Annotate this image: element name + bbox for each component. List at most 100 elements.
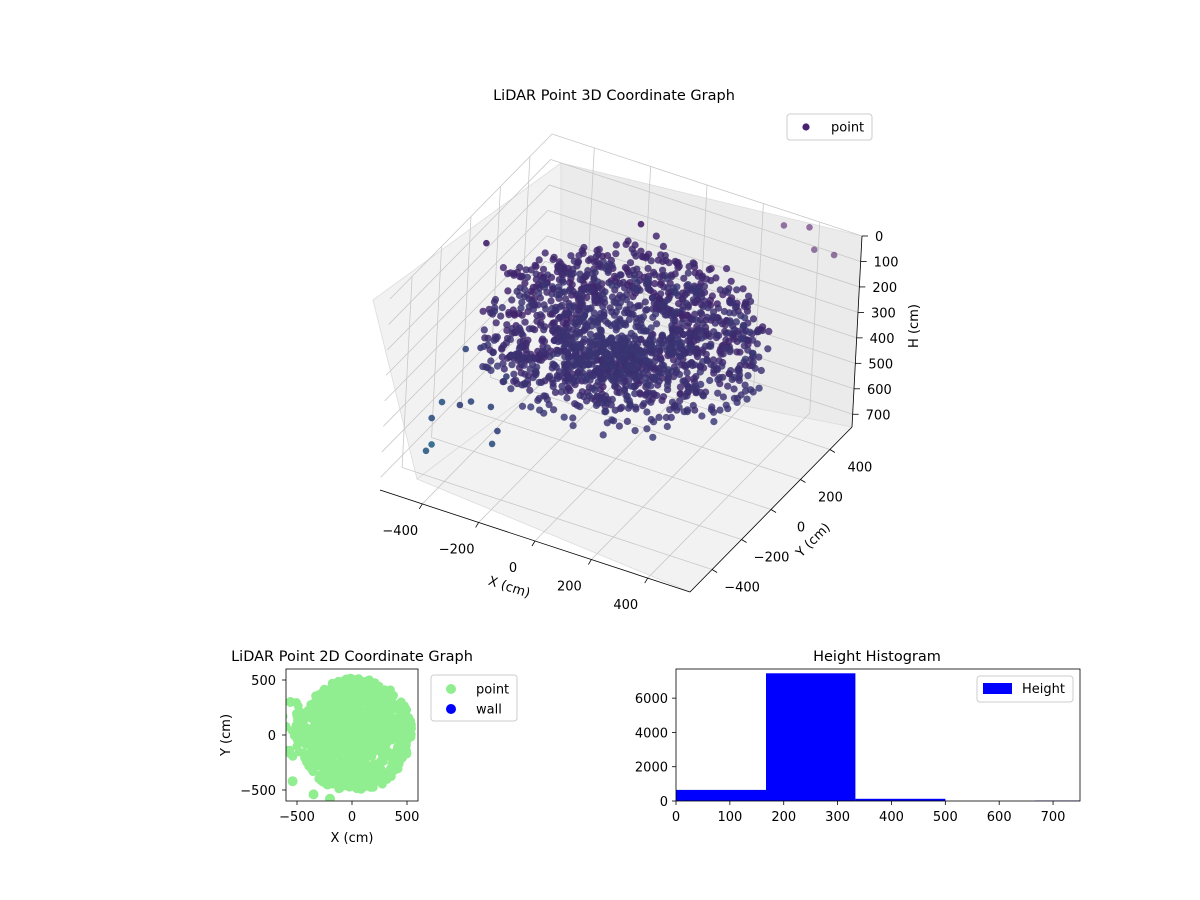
lidar-point-3d <box>658 369 666 377</box>
lidar-point-3d <box>659 393 668 401</box>
x-tick-label-histogram: 500 <box>933 810 958 825</box>
lidar-point-3d <box>741 355 750 363</box>
lidar-point-3d <box>578 313 586 321</box>
scatter-point-2d <box>363 712 373 722</box>
lidar-point-3d <box>663 284 672 292</box>
lidar-point-3d <box>639 324 647 332</box>
lidar-point-3d <box>696 309 705 317</box>
lidar-point-3d <box>662 413 670 422</box>
lidar-point-3d <box>525 325 534 333</box>
lidar-point-3d <box>503 321 511 329</box>
lidar-point-3d <box>724 382 732 390</box>
lidar-outlier-3d <box>780 222 788 229</box>
lidar-point-3d <box>706 376 714 385</box>
lidar-point-3d <box>563 394 571 402</box>
scatter-point-2d <box>401 741 411 750</box>
lidar-point-3d <box>573 328 581 336</box>
scatter-point-2d <box>335 779 345 789</box>
legend-3d-frame <box>786 113 873 141</box>
lidar-outlier-3d <box>477 344 484 352</box>
lidar-point-3d <box>668 322 676 330</box>
lidar-point-3d <box>583 271 591 279</box>
lidar-point-3d <box>613 281 621 289</box>
lidar-point-3d <box>557 260 565 268</box>
scatter-point-2d <box>324 755 334 765</box>
lidar-point-3d <box>558 382 566 390</box>
scatter-point-2d <box>355 699 365 709</box>
lidar-point-3d <box>643 425 651 433</box>
scatter-point-2d <box>355 752 365 762</box>
scatter-point-2d <box>286 697 296 707</box>
lidar-point-3d <box>649 433 657 441</box>
lidar-point-3d <box>550 361 559 369</box>
lidar-point-3d <box>622 296 631 304</box>
lidar-point-3d <box>558 276 567 284</box>
lidar-point-3d <box>484 334 492 342</box>
lidar-point-3d <box>651 364 660 372</box>
lidar-point-3d <box>658 331 667 339</box>
point-cloud-3d <box>422 220 838 455</box>
lidar-point-3d <box>586 336 595 345</box>
lidar-point-3d <box>507 269 515 277</box>
lidar-point-3d <box>730 373 738 382</box>
lidar-point-3d <box>680 392 689 401</box>
scatter-point-2d <box>308 789 319 800</box>
lidar-point-3d <box>586 330 595 338</box>
scatter-point-2d <box>324 766 334 776</box>
lidar-point-3d <box>594 284 603 292</box>
lidar-point-3d <box>533 317 541 325</box>
lidar-point-3d <box>663 381 672 389</box>
lidar-point-3d <box>676 352 684 360</box>
lidar-point-3d <box>564 384 572 392</box>
y-tick-label-3d: 200 <box>818 491 843 506</box>
lidar-point-3d <box>749 358 757 366</box>
lidar-point-3d <box>569 414 577 422</box>
lidar-point-3d <box>684 269 692 277</box>
lidar-outlier-3d <box>483 239 490 247</box>
lidar-point-3d <box>676 383 685 391</box>
lidar-point-3d <box>602 407 610 415</box>
lidar-point-3d <box>521 318 529 326</box>
lidar-point-3d <box>591 294 599 303</box>
y-tick-label-histogram: 2000 <box>635 761 668 776</box>
lidar-point-3d <box>631 390 639 398</box>
lidar-point-3d <box>675 326 683 334</box>
lidar-point-3d <box>557 388 565 396</box>
scatter-point-2d <box>277 711 286 720</box>
lidar-point-3d <box>743 303 752 311</box>
scatter-point-2d <box>354 709 364 719</box>
lidar-point-3d <box>693 316 701 324</box>
lidar-point-3d <box>627 382 635 390</box>
lidar-point-3d <box>543 344 552 352</box>
scatter-point-2d <box>350 692 360 702</box>
lidar-point-3d <box>626 259 635 267</box>
lidar-point-3d <box>704 304 712 312</box>
scatter-point-2d <box>313 701 323 710</box>
lidar-point-3d <box>577 289 585 297</box>
lidar-outlier-3d <box>467 398 475 405</box>
lidar-point-3d <box>732 318 741 326</box>
lidar-point-3d <box>493 362 502 370</box>
lidar-outlier-3d <box>487 403 495 411</box>
lidar-point-3d <box>740 342 748 350</box>
x-ticks-3d: −400 −200 0 200 400 <box>382 503 649 613</box>
lidar-point-3d <box>623 392 631 400</box>
lidar-point-3d <box>722 336 730 344</box>
lidar-point-3d <box>691 382 700 390</box>
lidar-point-3d <box>692 373 700 381</box>
x-ticks-2d: −500 0 500 <box>279 801 419 825</box>
lidar-point-3d <box>630 373 638 381</box>
lidar-point-3d <box>640 400 648 408</box>
lidar-point-3d <box>710 418 718 426</box>
y-tick-mark-3d <box>711 569 718 573</box>
scatter-point-2d <box>335 739 345 749</box>
lidar-point-3d <box>612 299 620 307</box>
legend-2d-wall-marker <box>446 704 456 714</box>
lidar-point-3d <box>668 398 677 406</box>
y-ticks-2d: 500 0 −500 <box>240 674 286 799</box>
lidar-point-3d <box>480 326 488 334</box>
lidar-point-3d <box>532 283 540 291</box>
lidar-point-3d <box>749 350 757 358</box>
lidar-point-3d <box>629 266 637 274</box>
lidar-point-3d <box>707 360 715 369</box>
